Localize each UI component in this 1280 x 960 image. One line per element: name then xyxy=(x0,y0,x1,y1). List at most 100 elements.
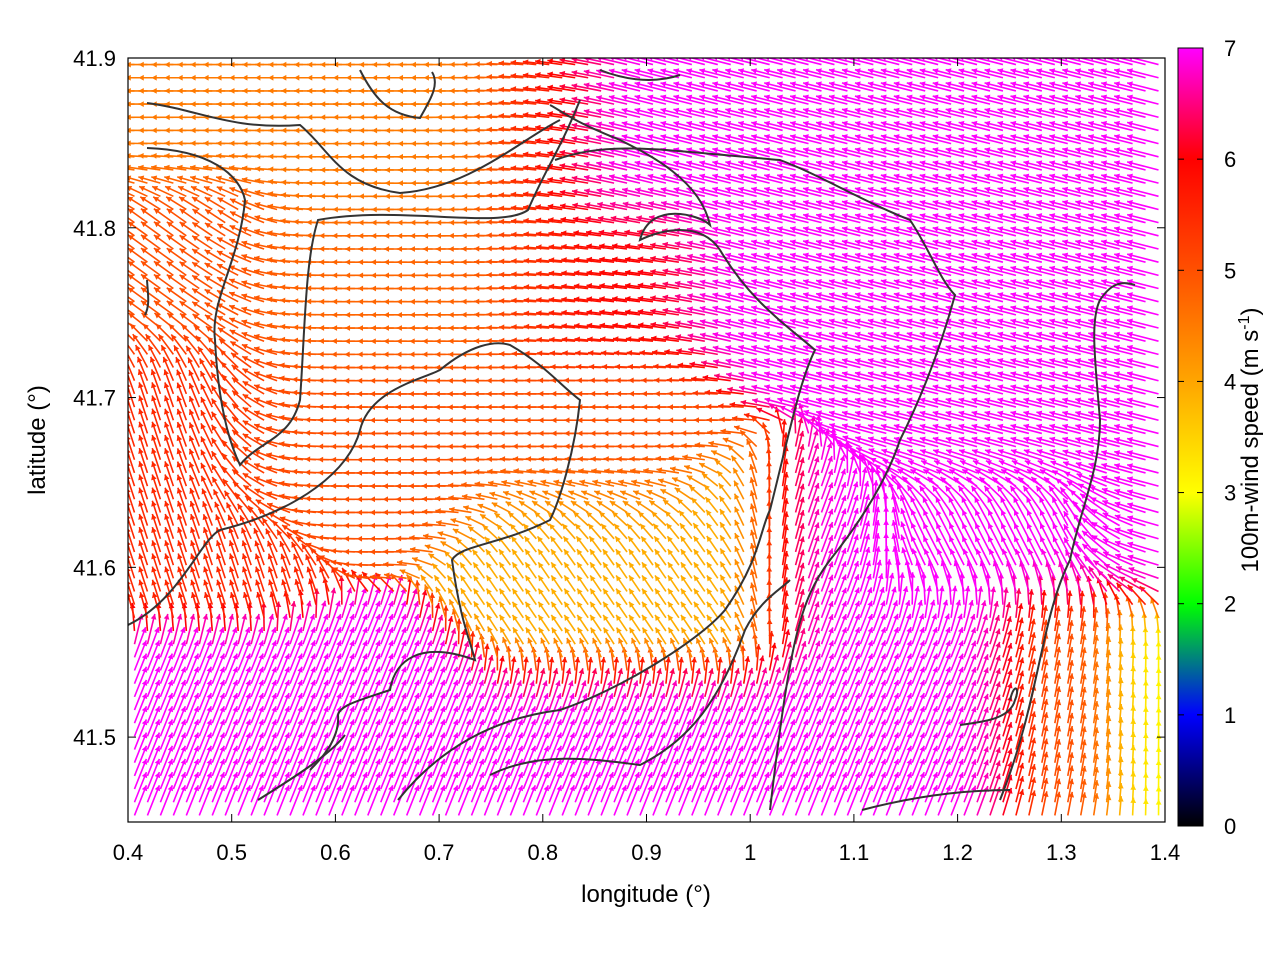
wind-vector xyxy=(289,613,302,645)
wind-arrowhead xyxy=(706,549,713,556)
wind-vector xyxy=(457,771,472,803)
wind-arrowhead xyxy=(654,549,661,556)
wind-arrowhead xyxy=(219,653,225,660)
wind-arrowhead xyxy=(1114,514,1121,520)
wind-vector xyxy=(976,600,986,632)
wind-vector xyxy=(859,587,873,619)
wind-arrowhead xyxy=(517,706,523,713)
wind-arrowhead xyxy=(215,613,222,620)
wind-arrowhead xyxy=(317,496,324,502)
wind-arrowhead xyxy=(545,501,551,507)
wind-arrowhead xyxy=(655,601,661,608)
wind-arrowhead xyxy=(712,785,718,792)
wind-arrowhead xyxy=(1055,699,1062,706)
wind-vector xyxy=(872,653,887,684)
wind-arrowhead xyxy=(595,772,601,779)
wind-arrowhead xyxy=(686,745,692,752)
wind-arrowhead xyxy=(206,772,212,779)
wind-arrowhead xyxy=(349,706,355,713)
wind-arrowhead xyxy=(815,693,822,700)
wind-arrowhead xyxy=(465,666,471,673)
wind-arrowhead xyxy=(560,511,567,518)
wind-vector xyxy=(948,496,965,526)
wind-arrowhead xyxy=(801,653,808,660)
wind-arrowhead xyxy=(678,510,685,517)
wind-arrowhead xyxy=(663,499,669,506)
wind-arrowhead xyxy=(751,732,757,739)
wind-arrowhead xyxy=(706,522,712,529)
wind-arrowhead xyxy=(919,772,925,779)
wind-arrowhead xyxy=(1107,574,1114,580)
wind-arrowhead xyxy=(491,785,498,792)
wind-arrowhead xyxy=(875,546,881,553)
wind-vector xyxy=(263,745,277,777)
wind-arrowhead xyxy=(413,627,420,634)
wind-arrowhead xyxy=(763,758,770,765)
wind-arrowhead xyxy=(1018,683,1025,690)
wind-arrowhead xyxy=(660,732,666,739)
wind-vector xyxy=(988,548,1004,579)
wind-vector xyxy=(289,679,303,711)
wind-arrowhead xyxy=(677,498,684,505)
wind-arrowhead xyxy=(1068,791,1075,798)
wind-arrowhead xyxy=(592,637,598,644)
wind-arrowhead xyxy=(893,745,899,752)
wind-arrowhead xyxy=(206,666,212,673)
wind-arrowhead xyxy=(926,585,932,592)
wind-arrowhead xyxy=(841,600,847,607)
wind-arrowhead xyxy=(867,758,874,765)
wind-vector xyxy=(885,640,899,671)
wind-vector xyxy=(820,666,835,698)
wind-arrowhead xyxy=(439,719,446,726)
wind-vector xyxy=(418,784,433,816)
wind-arrowhead xyxy=(525,601,531,608)
wind-arrowhead xyxy=(854,732,861,739)
wind-arrowhead xyxy=(893,719,899,726)
wind-vector xyxy=(898,679,912,711)
wind-arrowhead xyxy=(854,693,861,700)
wind-arrowhead xyxy=(616,588,622,595)
wind-arrowhead xyxy=(814,548,820,555)
wind-arrowhead xyxy=(655,588,661,595)
wind-arrowhead xyxy=(995,655,1001,662)
wind-arrowhead xyxy=(484,536,491,543)
wind-vector xyxy=(128,463,136,487)
wind-vector xyxy=(885,679,899,711)
wind-arrowhead xyxy=(465,719,472,726)
wind-arrowhead xyxy=(932,653,938,660)
wind-arrowhead xyxy=(724,693,731,700)
wind-arrowhead xyxy=(540,637,546,644)
wind-vector xyxy=(444,758,459,790)
wind-vector xyxy=(846,574,860,605)
wind-arrowhead xyxy=(693,562,700,569)
wind-arrowhead xyxy=(154,785,161,792)
wind-arrowhead xyxy=(997,485,1003,492)
wind-vector xyxy=(224,705,238,737)
wind-arrowhead xyxy=(867,785,874,792)
wind-arrowhead xyxy=(578,668,585,675)
wind-vector xyxy=(963,640,977,671)
wind-vector xyxy=(522,719,537,750)
wind-arrowhead xyxy=(138,461,144,468)
wind-arrowhead xyxy=(802,732,809,739)
wind-arrowhead xyxy=(621,719,627,726)
wind-arrowhead xyxy=(447,575,453,582)
wind-arrowhead xyxy=(369,483,375,489)
wind-arrowhead xyxy=(867,666,874,673)
wind-arrowhead xyxy=(1103,551,1110,557)
wind-arrowhead xyxy=(486,614,493,621)
wind-vector xyxy=(974,522,991,553)
wind-arrowhead xyxy=(692,510,699,517)
wind-arrowhead xyxy=(1030,790,1037,797)
wind-vector xyxy=(613,732,627,764)
wind-arrowhead xyxy=(932,719,938,726)
wind-arrowhead xyxy=(229,566,235,573)
wind-vector xyxy=(198,679,212,711)
wind-arrowhead xyxy=(323,772,329,779)
wind-vector xyxy=(198,745,212,777)
wind-arrowhead xyxy=(336,693,342,700)
wind-vector xyxy=(172,640,186,671)
wind-vector xyxy=(444,771,459,803)
wind-arrowhead xyxy=(323,666,329,673)
wind-vector xyxy=(1059,486,1082,513)
